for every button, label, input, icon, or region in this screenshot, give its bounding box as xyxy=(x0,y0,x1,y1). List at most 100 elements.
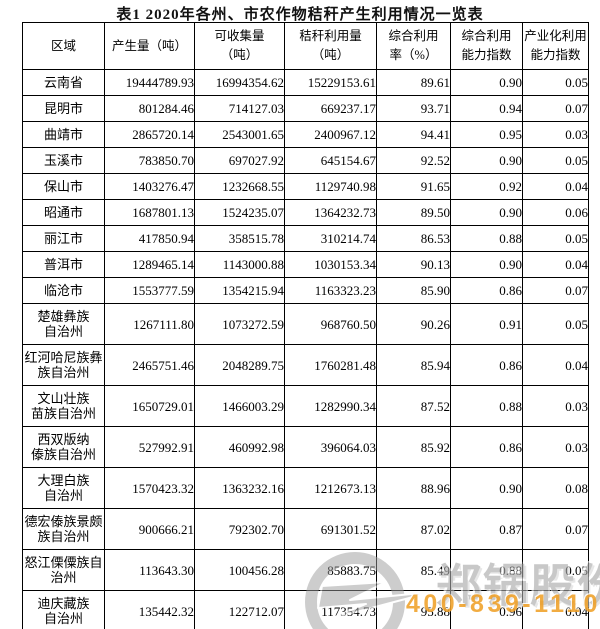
table-row: 文山壮族 苗族自治州 1650729.01 1466003.29 1282990.34 8… xyxy=(22,385,589,427)
collectible-cell: 2048289.75 xyxy=(194,344,285,386)
capacity_index-cell: 0.88 xyxy=(450,385,523,427)
utilized-cell: 15229153.61 xyxy=(284,69,377,96)
production-cell: 1267111.80 xyxy=(104,303,195,345)
table-row: 西双版纳 傣族自治州 527992.91 460992.98 396064.03 85.9… xyxy=(22,426,589,468)
capacity_index-cell: 0.90 xyxy=(450,251,523,278)
collectible-cell: 2543001.65 xyxy=(194,121,285,148)
column-header: 产业化利用 能力指数 xyxy=(522,22,589,70)
rate-cell: 91.65 xyxy=(376,173,451,200)
industrial_index-cell: 0.03 xyxy=(522,121,589,148)
region-name: 自治州 xyxy=(43,324,83,339)
region-cell: 临沧市 xyxy=(22,277,105,304)
region-name: 自治州 xyxy=(43,488,83,503)
production-cell: 1553777.59 xyxy=(104,277,195,304)
production-cell: 135442.32 xyxy=(104,590,195,629)
production-cell: 527992.91 xyxy=(104,426,195,468)
industrial_index-cell: 0.05 xyxy=(522,147,589,174)
industrial_index-cell: 0.05 xyxy=(522,69,589,96)
utilized-cell: 1760281.48 xyxy=(284,344,377,386)
rate-cell: 94.41 xyxy=(376,121,451,148)
rate-cell: 86.53 xyxy=(376,225,451,252)
collectible-cell: 1524235.07 xyxy=(194,199,285,226)
header-line: 秸秆利用量 xyxy=(299,29,362,44)
industrial_index-cell: 0.07 xyxy=(522,277,589,304)
production-cell: 1650729.01 xyxy=(104,385,195,427)
table-row: 曲靖市 2865720.14 2543001.65 2400967.12 94.41 0.… xyxy=(22,121,589,148)
utilized-cell: 117354.73 xyxy=(284,590,377,629)
production-cell: 417850.94 xyxy=(104,225,195,252)
column-header: 可收集量 （吨） xyxy=(194,22,285,70)
region-name: 普洱市 xyxy=(43,257,83,272)
header-line: 产生量（吨） xyxy=(111,38,187,53)
utilized-cell: 968760.50 xyxy=(284,303,377,345)
collectible-cell: 792302.70 xyxy=(194,508,285,550)
capacity_index-cell: 0.94 xyxy=(450,95,523,122)
header-line: 综合利用 xyxy=(461,29,512,44)
header-line: 可收集量 xyxy=(214,29,265,44)
header-line: （吨） xyxy=(311,48,350,62)
capacity_index-cell: 0.90 xyxy=(450,467,523,509)
region-name: 楚雄彝族 xyxy=(37,309,90,324)
utilized-cell: 1163323.23 xyxy=(284,277,377,304)
region-name: 昭通市 xyxy=(43,205,83,220)
straw-utilization-table: 区域 产生量（吨） 可收集量 （吨） 秸秆利用量 （吨） 综合利用 率（%） 综合利用 能力指数产… xyxy=(22,22,589,629)
collectible-cell: 1143000.88 xyxy=(194,251,285,278)
collectible-cell: 1232668.55 xyxy=(194,173,285,200)
industrial_index-cell: 0.05 xyxy=(522,225,589,252)
collectible-cell: 122712.07 xyxy=(194,590,285,629)
region-name: 自治州 xyxy=(43,611,83,626)
capacity_index-cell: 0.92 xyxy=(450,173,523,200)
collectible-cell: 460992.98 xyxy=(194,426,285,468)
region-cell: 德宏傣族景颇 族自治州 xyxy=(22,508,105,550)
region-cell: 大理白族 自治州 xyxy=(22,467,105,509)
industrial_index-cell: 0.08 xyxy=(522,467,589,509)
rate-cell: 93.71 xyxy=(376,95,451,122)
industrial_index-cell: 0.05 xyxy=(522,549,589,591)
region-name: 族自治州 xyxy=(37,529,90,544)
region-cell: 玉溪市 xyxy=(22,147,105,174)
region-cell: 丽江市 xyxy=(22,225,105,252)
column-header: 区域 xyxy=(22,22,105,70)
capacity_index-cell: 0.90 xyxy=(450,147,523,174)
region-cell: 红河哈尼族彝 族自治州 xyxy=(22,344,105,386)
table-row: 保山市 1403276.47 1232668.55 1129740.98 91.65 0.… xyxy=(22,173,589,200)
collectible-cell: 1363232.16 xyxy=(194,467,285,509)
utilized-cell: 1364232.73 xyxy=(284,199,377,226)
utilized-cell: 310214.74 xyxy=(284,225,377,252)
rate-cell: 85.92 xyxy=(376,426,451,468)
header-line: （吨） xyxy=(220,48,259,62)
utilized-cell: 396064.03 xyxy=(284,426,377,468)
region-cell: 普洱市 xyxy=(22,251,105,278)
region-name: 昆明市 xyxy=(43,101,83,116)
capacity_index-cell: 0.90 xyxy=(450,199,523,226)
region-name: 傣族自治州 xyxy=(30,447,96,462)
industrial_index-cell: 0.04 xyxy=(522,251,589,278)
region-name: 迪庆藏族 xyxy=(37,596,90,611)
capacity_index-cell: 0.87 xyxy=(450,508,523,550)
capacity_index-cell: 0.86 xyxy=(450,277,523,304)
table-title: 表1 2020年各州、市农作物秸秆产生利用情况一览表 xyxy=(116,7,484,23)
industrial_index-cell: 0.06 xyxy=(522,199,589,226)
region-cell: 云南省 xyxy=(22,69,105,96)
production-cell: 801284.46 xyxy=(104,95,195,122)
capacity_index-cell: 0.95 xyxy=(450,121,523,148)
production-cell: 1687801.13 xyxy=(104,199,195,226)
table-row: 昭通市 1687801.13 1524235.07 1364232.73 89.50 0.… xyxy=(22,199,589,226)
region-name: 大理白族 xyxy=(37,473,90,488)
rate-cell: 95.88 xyxy=(376,590,451,629)
collectible-cell: 714127.03 xyxy=(194,95,285,122)
collectible-cell: 697027.92 xyxy=(194,147,285,174)
capacity_index-cell: 0.88 xyxy=(450,549,523,591)
rate-cell: 89.50 xyxy=(376,199,451,226)
industrial_index-cell: 0.04 xyxy=(522,344,589,386)
utilized-cell: 1129740.98 xyxy=(284,173,377,200)
rate-cell: 88.96 xyxy=(376,467,451,509)
utilized-cell: 85883.75 xyxy=(284,549,377,591)
production-cell: 19444789.93 xyxy=(104,69,195,96)
region-cell: 曲靖市 xyxy=(22,121,105,148)
table-row: 红河哈尼族彝 族自治州 2465751.46 2048289.75 1760281.48… xyxy=(22,344,589,386)
header-line: 能力指数 xyxy=(530,48,581,62)
production-cell: 783850.70 xyxy=(104,147,195,174)
table-row: 大理白族 自治州 1570423.32 1363232.16 1212673.13 88.… xyxy=(22,467,589,509)
